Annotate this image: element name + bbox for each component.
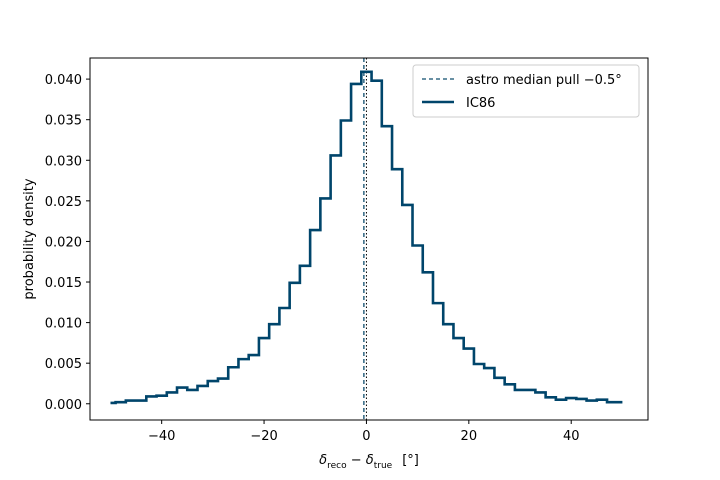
y-axis-label: probability density	[22, 178, 37, 299]
plot-area	[110, 58, 623, 420]
x-tick-label: −20	[250, 429, 277, 444]
x-tick-label: 0	[362, 429, 370, 444]
x-axis-label: δreco − δtrue [°]	[319, 453, 419, 471]
legend-ic86-label: IC86	[466, 96, 495, 111]
legend: astro median pull −0.5° IC86	[412, 64, 640, 118]
x-tick-label: 40	[563, 429, 580, 444]
y-tick-label: 0.010	[45, 317, 82, 332]
axes-frame	[89, 57, 649, 421]
y-tick-label: 0.015	[45, 276, 82, 291]
x-tick-label: −40	[148, 429, 175, 444]
y-tick-label: 0.035	[45, 114, 82, 129]
y-tick-label: 0.040	[45, 73, 82, 88]
y-axis: 0.000 0.005 0.010 0.015 0.020 0.025 0.030 0.035…	[45, 73, 90, 413]
y-tick-label: 0.000	[45, 398, 82, 413]
x-axis: −40 −20 0 20 40	[148, 420, 580, 444]
x-tick-label: 20	[461, 429, 478, 444]
y-tick-label: 0.005	[45, 357, 82, 372]
series-line-ic86	[110, 70, 623, 405]
y-tick-label: 0.030	[45, 154, 82, 169]
legend-box	[412, 64, 640, 118]
y-tick-label: 0.025	[45, 195, 82, 210]
legend-median-label: astro median pull −0.5°	[466, 73, 622, 88]
y-tick-label: 0.020	[45, 235, 82, 250]
